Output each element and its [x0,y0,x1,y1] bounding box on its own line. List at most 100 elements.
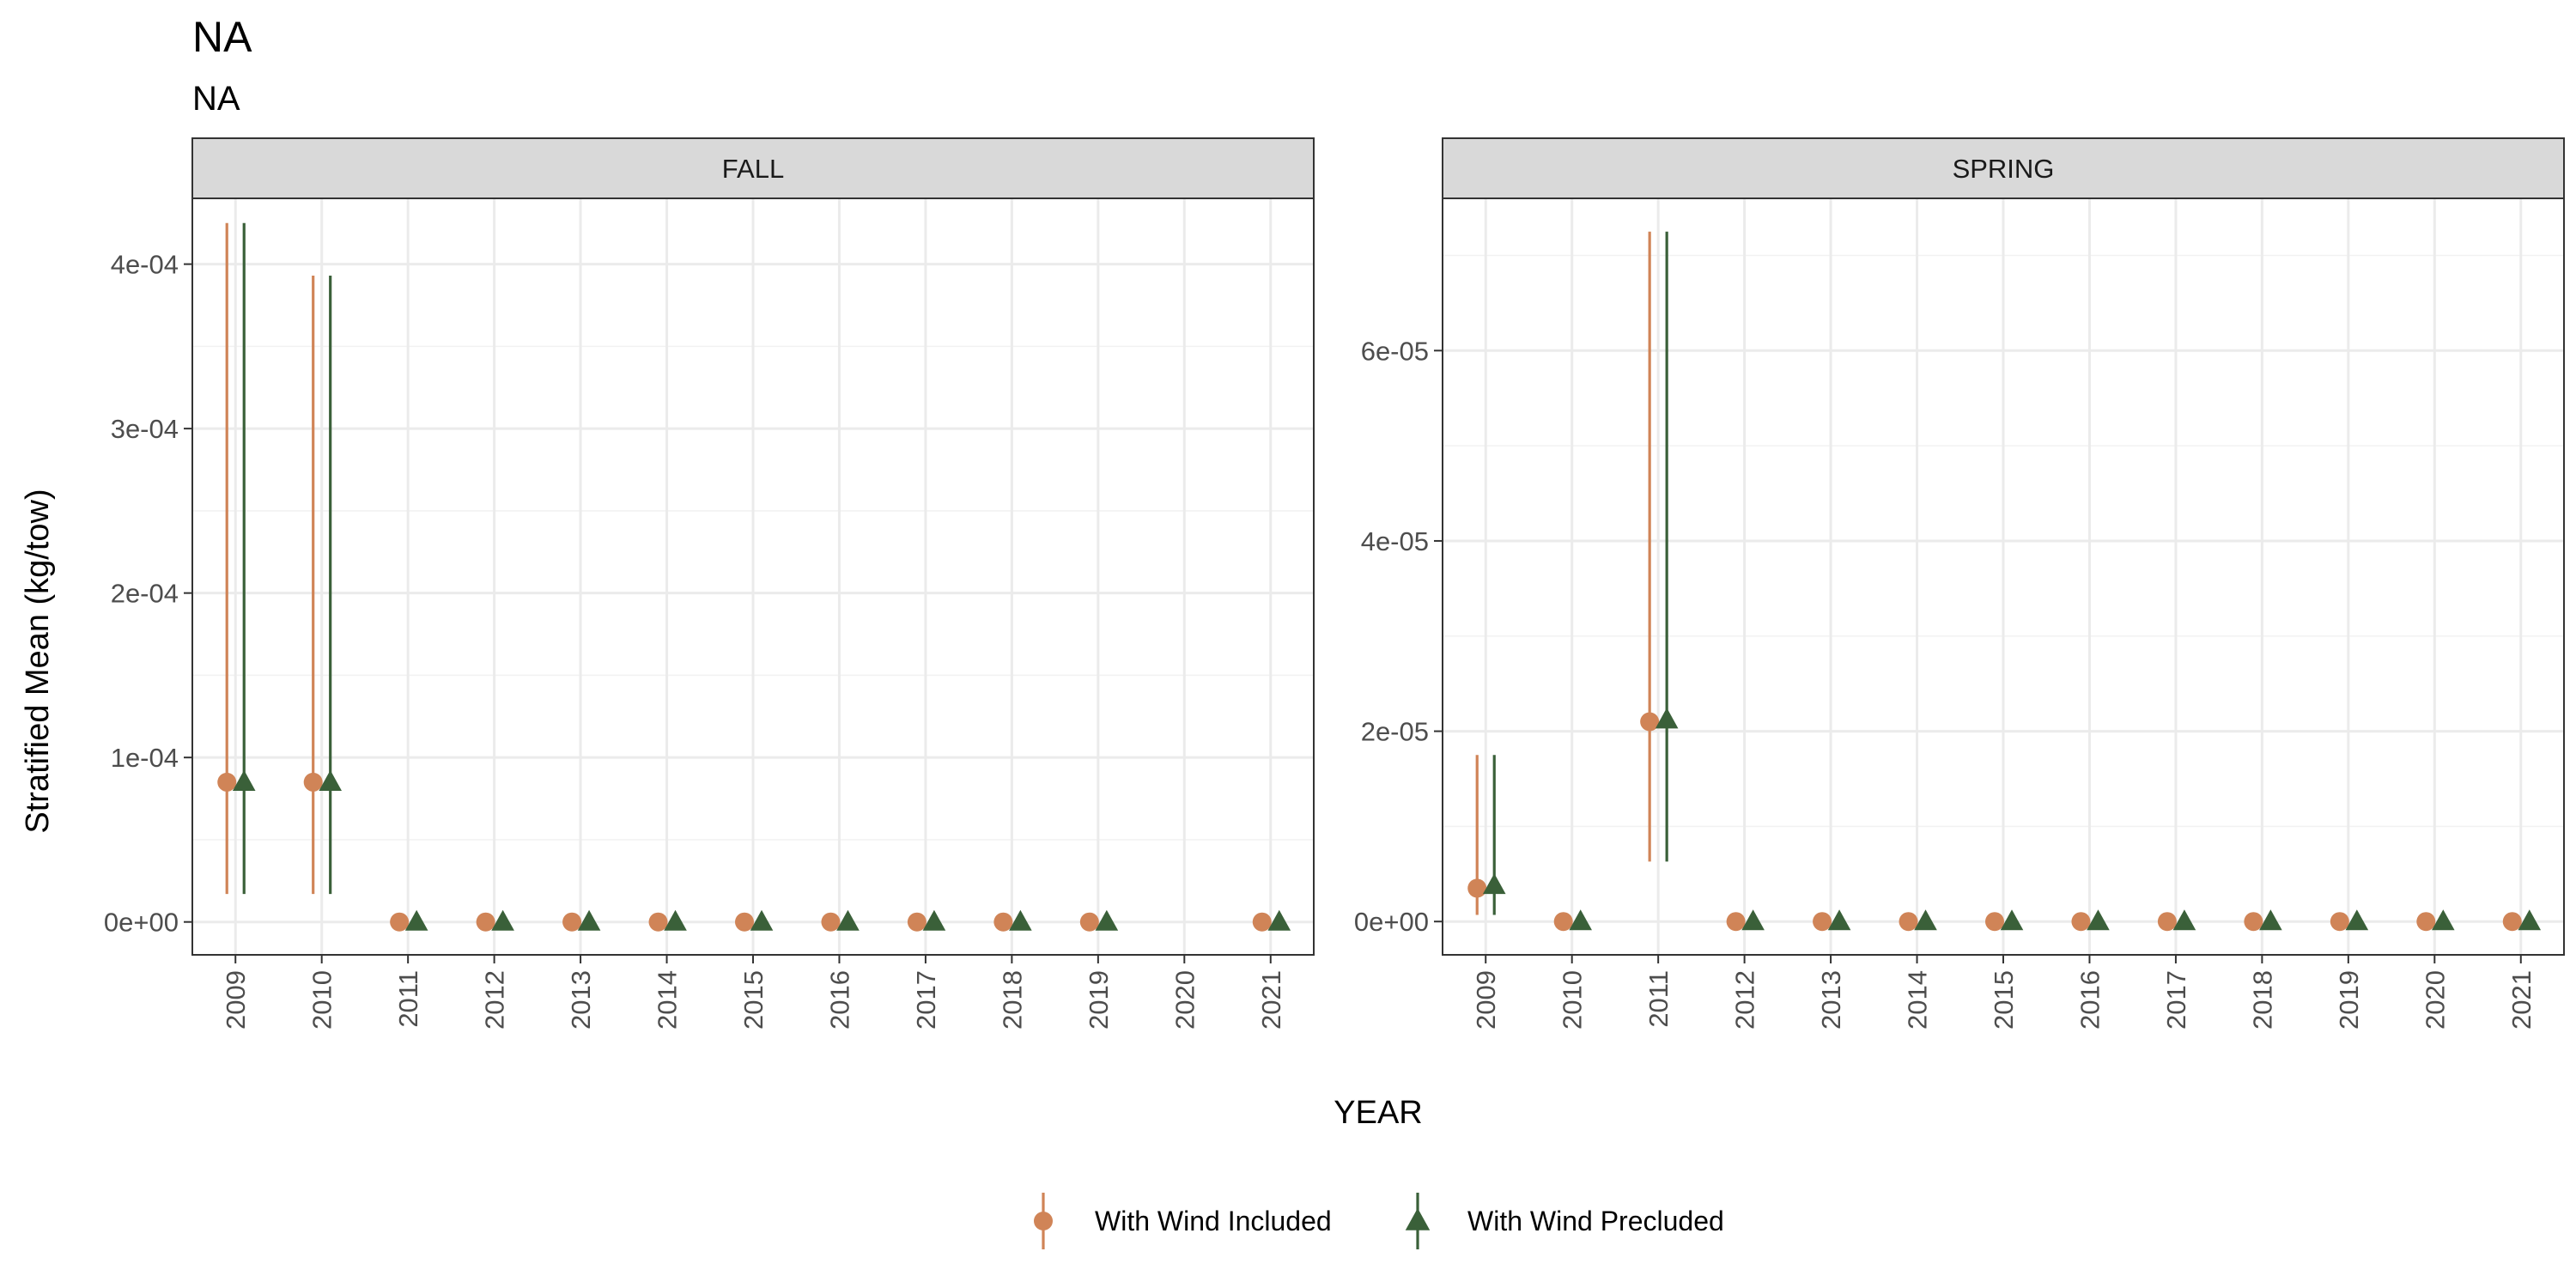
x-tick-label: 2018 [2247,970,2277,1030]
panel-border [191,197,1315,956]
x-tick-label: 2009 [221,970,251,1030]
strip-background [191,137,1315,199]
facet-panels: FALL 0e+00 1e-04 2e-04 3e-04 4e-04 2009 2010 201… [104,137,2565,1030]
data-point-circle [217,772,237,792]
data-point-triangle [1482,873,1506,895]
data-point-circle [1640,712,1660,732]
data-point-circle [1467,878,1487,898]
data-point-triangle [836,909,860,931]
data-point-circle [476,912,495,932]
y-tick-label: 0e+00 [104,908,179,938]
data-point-circle [907,912,927,932]
data-point-triangle [2432,909,2455,931]
data-point-circle [1985,912,2004,932]
strip-label: FALL [722,154,784,184]
data-point-triangle [404,909,428,931]
data-point-circle [1726,912,1746,932]
data-point-circle [648,912,668,932]
x-tick-label: 2012 [1730,970,1760,1030]
x-tick-label: 2019 [1084,970,1114,1030]
x-tick-label: 2018 [997,970,1027,1030]
y-tick-label: 3e-04 [111,414,179,444]
data-point-triangle [750,909,774,931]
x-tick-label: 2016 [2075,970,2105,1030]
data-point-triangle [1914,909,1937,931]
x-tick-label: 2016 [824,970,854,1030]
x-tick-label: 2013 [1816,970,1846,1030]
data-point-triangle [2087,909,2110,931]
y-tick-label: 2e-05 [1361,717,1429,747]
chart-title: NA [192,13,252,61]
data-point-triangle [2345,909,2369,931]
data-point-triangle [1569,909,1592,931]
legend: With Wind Included With Wind Precluded [1034,1193,1724,1249]
y-tick-label: 6e-05 [1361,336,1429,366]
y-tick-label: 4e-04 [111,250,179,280]
data-point-circle [562,912,582,932]
data-point-circle [1252,912,1272,932]
y-tick-label: 4e-05 [1361,526,1429,556]
data-point-circle [821,912,841,932]
data-point-circle [2071,912,2091,932]
x-tick-label: 2017 [911,970,941,1030]
data-point-circle [2244,912,2263,932]
y-tick-label: 0e+00 [1354,907,1429,937]
data-point-circle [1079,912,1099,932]
x-tick-label: 2015 [738,970,769,1030]
x-tick-label: 2011 [1643,970,1674,1028]
data-point-triangle [1009,909,1032,931]
y-tick-label: 1e-04 [111,743,179,773]
panel-fall: FALL 0e+00 1e-04 2e-04 3e-04 4e-04 2009 2010 201… [104,137,1315,1030]
data-point-triangle [2172,909,2196,931]
data-point-triangle [1827,909,1851,931]
data-point-circle [735,912,754,932]
x-tick-label: 2021 [2506,970,2537,1030]
data-point-circle [2416,912,2436,932]
strip-label: SPRING [1953,154,2055,184]
data-point-triangle [2259,909,2282,931]
data-point-triangle [491,909,514,931]
data-point-circle [390,912,410,932]
x-tick-label: 2010 [307,970,337,1030]
legend-label: With Wind Included [1095,1206,1332,1236]
x-tick-label: 2015 [1989,970,2019,1030]
data-point-triangle [2000,909,2024,931]
data-point-triangle [577,909,601,931]
chart-subtitle: NA [192,80,240,118]
data-point-triangle [319,769,342,791]
data-point-triangle [2518,909,2542,931]
x-tick-label: 2014 [1903,970,1933,1030]
legend-item: With Wind Included [1034,1193,1332,1249]
x-tick-label: 2014 [653,970,683,1030]
data-point-circle [2502,912,2522,932]
x-tick-label: 2012 [480,970,510,1030]
panel-border [1442,197,2565,956]
x-tick-label: 2017 [2161,970,2191,1030]
x-tick-label: 2021 [1256,970,1286,1030]
x-tick-label: 2011 [393,970,423,1028]
x-tick-label: 2020 [1170,970,1200,1030]
y-axis-title: Stratified Mean (kg/tow) [20,489,56,833]
data-point-triangle [1095,909,1119,931]
data-point-circle [2330,912,2349,932]
legend-item: With Wind Precluded [1405,1193,1724,1249]
data-point-circle [1899,912,1918,932]
legend-key-circle [1034,1212,1053,1230]
x-tick-label: 2013 [566,970,596,1030]
x-tick-label: 2010 [1558,970,1588,1030]
data-point-triangle [232,769,256,791]
data-point-circle [1553,912,1573,932]
legend-label: With Wind Precluded [1467,1206,1724,1236]
x-tick-label: 2019 [2334,970,2364,1030]
y-tick-label: 2e-04 [111,579,179,609]
panel-spring: SPRING 0e+00 2e-05 4e-05 6e-05 2009 2010 2011 20… [1354,137,2565,1030]
data-point-triangle [664,909,687,931]
legend-key-triangle [1405,1208,1431,1230]
x-tick-label: 2020 [2420,970,2450,1030]
x-axis-title: YEAR [1334,1095,1422,1131]
data-point-triangle [1741,909,1765,931]
data-point-circle [1813,912,1832,932]
data-point-circle [303,772,323,792]
x-tick-label: 2009 [1471,970,1501,1030]
